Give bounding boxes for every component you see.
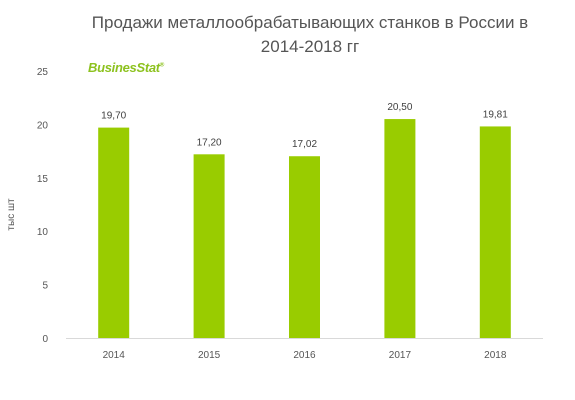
bar-2015 (193, 154, 225, 338)
logo-registered-mark: ® (159, 62, 164, 69)
y-tick-label: 20 (37, 120, 49, 131)
y-tick-label: 5 (42, 281, 48, 292)
chart-title-line-2: 2014-2018 гг (260, 37, 360, 56)
bar-2018 (479, 126, 511, 338)
bar-2014 (98, 127, 130, 338)
bar-2017 (384, 119, 416, 338)
data-label-2016: 17,02 (292, 139, 317, 150)
chart-title-line-1: Продажи металлообрабатывающих станков в … (91, 13, 529, 32)
y-axis-title: тыс шт (6, 198, 17, 231)
bars (98, 119, 511, 338)
data-labels: 19,70 17,20 17,02 20,50 19,81 (101, 102, 508, 150)
x-tick-label-2018: 2018 (484, 350, 507, 361)
y-axis-ticks: 0 5 10 15 20 25 (37, 67, 49, 345)
bar-2016 (289, 156, 320, 338)
logo-text: BusinesStat (88, 60, 160, 75)
data-label-2017: 20,50 (387, 102, 412, 113)
data-label-2015: 17,20 (197, 137, 222, 148)
y-tick-label: 25 (37, 67, 49, 78)
y-tick-label: 15 (37, 174, 49, 185)
chart-title: Продажи металлообрабатывающих станков в … (70, 11, 550, 59)
data-label-2014: 19,70 (101, 111, 126, 122)
x-tick-label-2017: 2017 (389, 350, 412, 361)
businesstat-logo: BusinesStat® (88, 60, 164, 75)
data-label-2018: 19,81 (483, 109, 508, 120)
x-axis-ticks: 2014 2015 2016 2017 2018 (103, 350, 507, 361)
y-tick-label: 0 (42, 334, 48, 345)
x-tick-label-2014: 2014 (103, 350, 126, 361)
x-tick-label-2016: 2016 (293, 350, 316, 361)
y-tick-label: 10 (37, 227, 49, 238)
x-tick-label-2015: 2015 (198, 350, 221, 361)
